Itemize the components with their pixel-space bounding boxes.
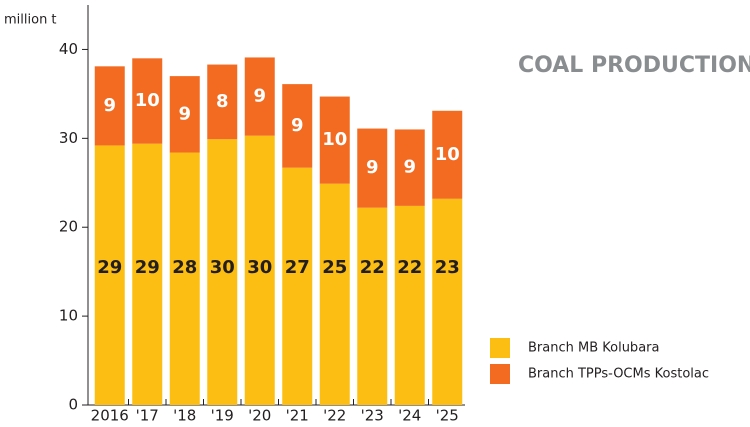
x-tick-label: '23	[361, 407, 384, 425]
bar-value-label: 9	[366, 157, 379, 178]
x-tick-label: '25	[436, 407, 459, 425]
bar-segment	[207, 139, 238, 405]
bar-value-label: 27	[285, 257, 310, 278]
x-tick-label: 2016	[91, 407, 129, 425]
bar-segment	[207, 64, 238, 140]
legend-swatch	[490, 364, 510, 384]
bar-value-label: 25	[322, 257, 347, 278]
bar-segment	[94, 145, 125, 405]
legend-swatch	[490, 338, 510, 358]
bar-segment	[319, 96, 350, 184]
bar-value-label: 29	[135, 257, 160, 278]
y-tick-label: 10	[59, 307, 78, 325]
bar-value-label: 22	[397, 257, 422, 278]
bar-segment	[244, 57, 275, 136]
x-tick-label: '22	[323, 407, 346, 425]
bar-segment	[132, 143, 163, 405]
legend-label: Branch MB Kolubara	[528, 341, 659, 356]
bar-segment	[432, 110, 463, 199]
bar-segment	[282, 167, 313, 405]
bar-value-label: 9	[291, 115, 304, 136]
y-tick-label: 30	[59, 129, 78, 147]
x-tick-label: '20	[248, 407, 271, 425]
bar-value-label: 10	[322, 129, 347, 150]
bar-value-label: 9	[178, 103, 191, 124]
chart-title: COAL PRODUCTION	[518, 53, 750, 78]
bar-value-label: 10	[135, 90, 160, 111]
y-tick-label: 40	[59, 40, 78, 58]
bar-segment	[169, 152, 200, 405]
bar-segment	[394, 129, 425, 206]
y-tick-label: 0	[68, 396, 78, 414]
bar-value-label: 10	[435, 144, 460, 165]
bar-value-label: 30	[247, 257, 272, 278]
bar-value-label: 29	[97, 257, 122, 278]
bar-value-label: 9	[253, 86, 266, 107]
x-tick-label: '18	[173, 407, 196, 425]
bar-value-label: 9	[103, 95, 116, 116]
y-axis-label: million t	[4, 13, 57, 28]
bar-segment	[169, 76, 200, 153]
bar-segment	[432, 198, 463, 405]
bar-value-label: 22	[360, 257, 385, 278]
x-tick-label: '19	[211, 407, 234, 425]
legend-label: Branch TPPs-OCMs Kostolac	[528, 367, 709, 382]
bar-value-label: 28	[172, 257, 197, 278]
bar-value-label: 30	[210, 257, 235, 278]
bar-value-label: 9	[403, 157, 416, 178]
bar-value-label: 23	[435, 257, 460, 278]
y-tick-label: 20	[59, 218, 78, 236]
x-tick-label: '24	[398, 407, 421, 425]
bar-segment	[132, 58, 163, 144]
x-tick-label: '17	[136, 407, 159, 425]
bar-segment	[282, 84, 313, 168]
bar-segment	[94, 66, 125, 146]
x-tick-label: '21	[286, 407, 309, 425]
bar-segment	[319, 183, 350, 405]
bar-segment	[394, 205, 425, 405]
bar-segment	[357, 128, 388, 208]
bar-value-label: 8	[216, 91, 229, 112]
bar-segment	[357, 207, 388, 405]
bar-segment	[244, 135, 275, 405]
